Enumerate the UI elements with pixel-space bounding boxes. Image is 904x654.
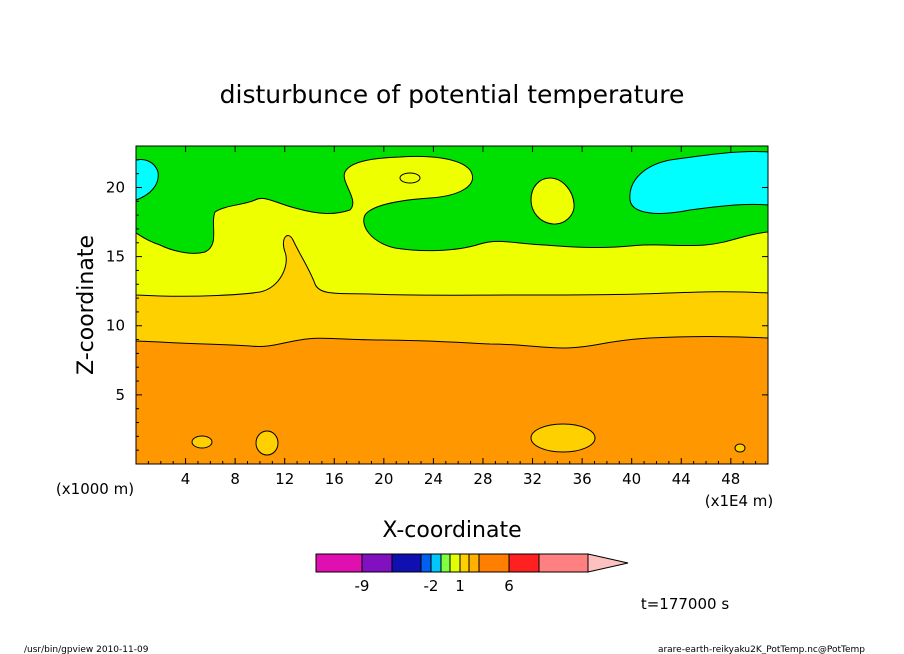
colorbar-swatch: [361, 553, 393, 573]
colorbar-swatch: [315, 553, 363, 573]
green-region: [136, 146, 768, 254]
y-unit-label: (x1000 m): [56, 480, 134, 498]
colorbar-tick-label: 6: [504, 577, 514, 595]
light-orange-island: [734, 443, 746, 453]
y-tick-label: 10: [106, 317, 125, 335]
plot-frame: [135, 145, 769, 465]
colorbar-swatch: [430, 553, 442, 573]
light-orange-island: [191, 435, 213, 449]
colorbar-swatch: [478, 553, 510, 573]
colorbar-swatch: [440, 553, 451, 573]
colorbar-swatch: [420, 553, 432, 573]
plot-area: [136, 146, 768, 464]
x-axis-title: X-coordinate: [382, 518, 521, 543]
y-tick-label: 20: [106, 178, 125, 196]
footer-right: arare-earth-reikyaku2K_PotTemp.nc@PotTem…: [658, 645, 865, 654]
x-tick-label: 20: [374, 470, 393, 488]
light-orange-island: [255, 430, 279, 456]
cyan-region: [136, 159, 159, 201]
colorbar-swatch: [538, 553, 589, 573]
cyan-region: [629, 151, 768, 214]
light-orange-island: [530, 423, 596, 453]
colorbar-swatch: [468, 553, 480, 573]
y-tick-label: 5: [115, 386, 125, 404]
colorbar-labels: -9 -2 1 6: [355, 577, 514, 595]
colorbar: [315, 553, 629, 573]
x-tick-label: 36: [573, 470, 592, 488]
x-tick-label: 44: [672, 470, 691, 488]
colorbar-tick-label: 1: [455, 577, 465, 595]
y-axis: 5 10 15 20: [106, 159, 768, 451]
x-tick-label: 4: [181, 470, 191, 488]
colorbar-extension: [587, 553, 629, 573]
colorbar-swatch: [391, 553, 422, 573]
colorbar-swatch: [449, 553, 461, 573]
x-tick-label: 28: [473, 470, 492, 488]
y-tick-label: 15: [106, 248, 125, 266]
footer-left: /usr/bin/gpview 2010-11-09: [24, 645, 149, 654]
x-tick-label: 48: [721, 470, 740, 488]
x-unit-label: (x1E4 m): [705, 492, 774, 510]
colorbar-tick-label: -9: [355, 577, 370, 595]
yellow-island: [530, 177, 575, 225]
time-label: t=177000 s: [641, 595, 729, 613]
x-tick-label: 24: [424, 470, 443, 488]
x-tick-label: 16: [325, 470, 344, 488]
x-tick-label: 12: [275, 470, 294, 488]
x-tick-label: 40: [622, 470, 641, 488]
y-axis-title: Z-coordinate: [74, 235, 99, 375]
colorbar-swatch: [459, 553, 470, 573]
chart-title: disturbunce of potential temperature: [220, 80, 685, 109]
colorbar-tick-label: -2: [424, 577, 439, 595]
x-axis: 4 8 12 16 20 24 28 32 36 40 44 48: [147, 146, 757, 488]
yellow-island: [399, 172, 421, 184]
colorbar-swatch: [508, 553, 540, 573]
x-tick-label: 8: [230, 470, 240, 488]
x-tick-label: 32: [523, 470, 542, 488]
